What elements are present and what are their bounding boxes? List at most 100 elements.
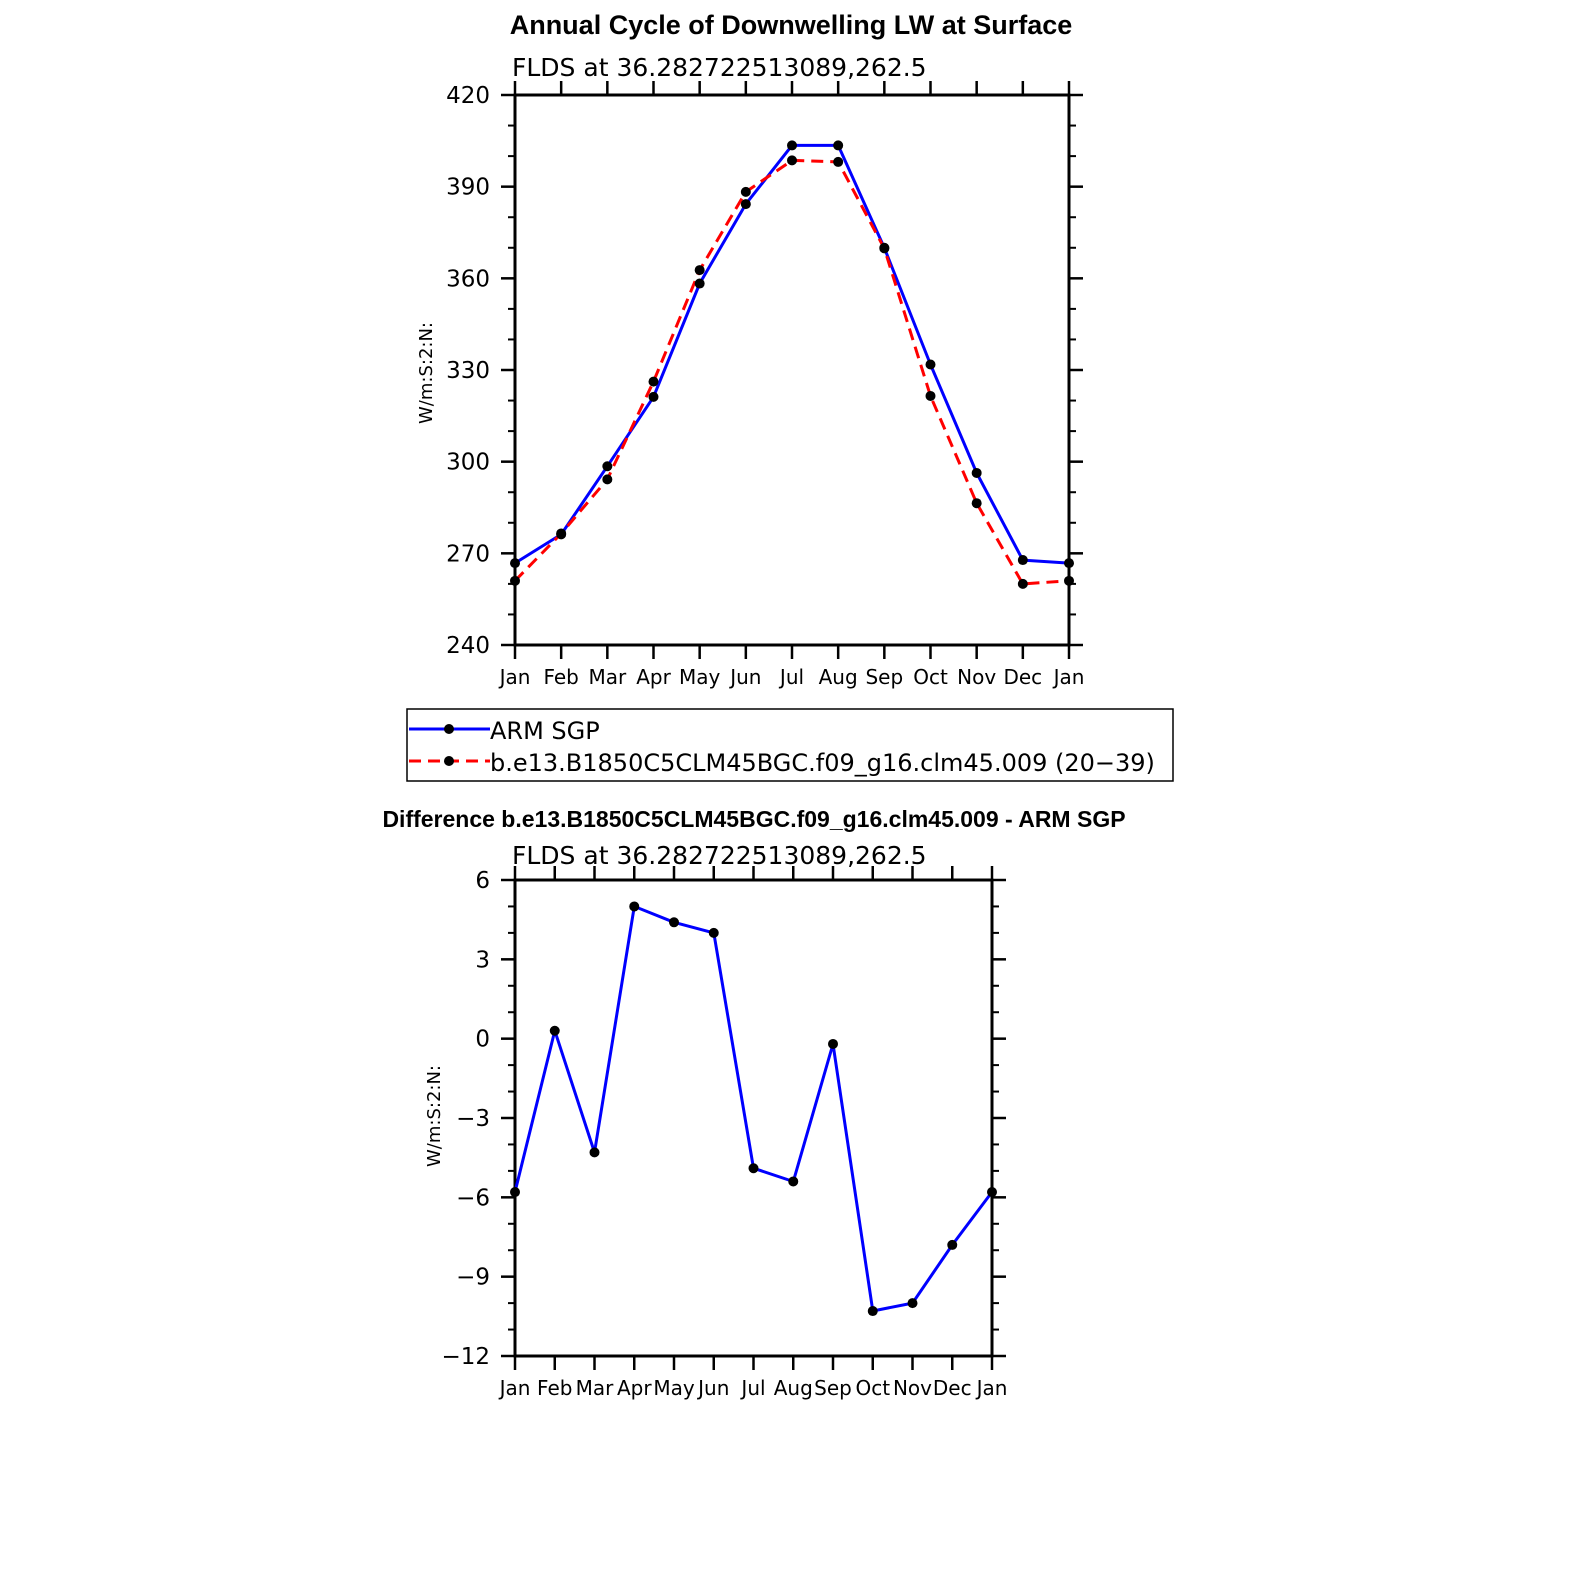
x-tick-label: Mar (576, 1376, 615, 1400)
data-point (828, 1038, 838, 1049)
x-tick-label: May (679, 665, 721, 689)
y-tick-label: −12 (441, 1344, 490, 1370)
y-tick-label: −3 (456, 1106, 490, 1132)
data-point (510, 558, 520, 569)
y-tick-label: 270 (446, 541, 490, 567)
y-tick-label: 3 (475, 947, 490, 973)
data-point (867, 1306, 878, 1317)
y-tick-label: 240 (446, 633, 490, 659)
data-point (602, 474, 613, 485)
chart-subtitle: FLDS at 36.282722513089,262.5 (512, 841, 927, 870)
y-axis-label: W/m:S:2:N: (416, 322, 437, 424)
data-point (907, 1298, 918, 1309)
x-tick-label: Jan (498, 1376, 531, 1400)
y-axis-label: W/m:S:2:N: (424, 1065, 445, 1167)
data-point (833, 140, 844, 151)
data-point (602, 461, 613, 472)
y-tick-label: −6 (456, 1185, 490, 1211)
x-tick-label: Jun (728, 665, 761, 689)
chart-subtitle: FLDS at 36.282722513089,262.5 (512, 53, 927, 82)
data-point (708, 927, 719, 938)
data-point (740, 199, 751, 210)
data-point (971, 467, 982, 478)
data-point (925, 359, 936, 370)
x-tick-label: Feb (543, 665, 578, 689)
x-tick-label: Feb (537, 1376, 572, 1400)
series-line-0 (514, 143, 1070, 565)
x-tick-label: Jan (1052, 665, 1085, 689)
legend-marker-arm-sgp (444, 724, 454, 734)
x-tick-label: Aug (774, 1376, 813, 1400)
y-tick-label: 390 (446, 175, 490, 201)
x-tick-label: Jan (498, 665, 531, 689)
series-points (510, 901, 997, 1317)
x-tick-label: Apr (617, 1376, 652, 1400)
legend-frame (406, 708, 1174, 782)
data-point (648, 376, 659, 387)
data-point (787, 155, 797, 166)
data-point (748, 1163, 759, 1174)
data-point (740, 186, 751, 197)
x-tick-labels: Jan Feb Mar Apr May Jun Jul Aug Sep Oct Nov Dec Jan (498, 1376, 1008, 1400)
data-point (694, 278, 705, 289)
x-tick-label: Jan (975, 1376, 1008, 1400)
plot-frame (513, 878, 994, 1358)
y-tick-labels: −12 −9 −6 −3 0 3 6 (441, 868, 490, 1370)
x-tick-label: Sep (865, 665, 903, 689)
annual-cycle-chart: Annual Cycle of Downwelling LW at Surfac… (416, 10, 1084, 689)
x-tick-label: Jul (778, 665, 804, 689)
plot-area (501, 81, 1083, 659)
data-point (947, 1239, 958, 1250)
data-point (510, 575, 520, 586)
data-point (589, 1147, 600, 1158)
legend-marker-model (444, 756, 454, 766)
series-points (510, 140, 1074, 589)
x-tick-label: Sep (814, 1376, 852, 1400)
data-point (833, 156, 844, 167)
chart-title: Annual Cycle of Downwelling LW at Surfac… (510, 10, 1073, 40)
data-point (925, 390, 936, 401)
x-tick-label: Jul (739, 1376, 765, 1400)
y-tick-label: 300 (446, 450, 490, 476)
y-tick-label: 6 (475, 868, 490, 894)
y-tick-label: 330 (446, 358, 490, 384)
series-lines (513, 143, 1070, 586)
series-line-0 (513, 904, 994, 1313)
data-point (629, 901, 640, 912)
data-point (1064, 575, 1074, 586)
data-point (669, 917, 679, 928)
x-tick-label: Mar (588, 665, 627, 689)
chart-title: Difference b.e13.B1850C5CLM45BGC.f09_g16… (382, 806, 1125, 832)
x-tick-label: Nov (893, 1376, 932, 1400)
x-tick-label: Oct (855, 1376, 890, 1400)
data-point (1064, 558, 1074, 569)
legend: ARM SGP b.e13.B1850C5CLM45BGC.f09_g16.cl… (406, 708, 1174, 782)
data-point (788, 1176, 799, 1187)
x-tick-label: Aug (819, 665, 858, 689)
data-point (987, 1187, 997, 1198)
y-tick-label: −9 (456, 1265, 490, 1291)
x-tick-label: Apr (636, 665, 671, 689)
data-point (549, 1025, 560, 1036)
x-tick-label: Nov (957, 665, 996, 689)
data-point (510, 1187, 520, 1198)
data-point (787, 140, 797, 151)
data-point (694, 265, 705, 276)
x-tick-labels: Jan Feb Mar Apr May Jun Jul Aug Sep Oct Nov Dec Jan (498, 665, 1085, 689)
plot-frame (513, 93, 1071, 647)
y-tick-label: 360 (446, 266, 490, 292)
legend-entry-model: b.e13.B1850C5CLM45BGC.f09_g16.clm45.009 … (490, 749, 1155, 777)
y-tick-label: 420 (446, 83, 490, 109)
legend-entry-arm-sgp: ARM SGP (490, 717, 600, 745)
data-point (556, 528, 567, 539)
difference-chart: Difference b.e13.B1850C5CLM45BGC.f09_g16… (382, 806, 1125, 1400)
series-lines (513, 904, 994, 1313)
data-point (648, 391, 659, 402)
x-tick-label: Dec (933, 1376, 972, 1400)
y-tick-label: 0 (475, 1027, 490, 1053)
data-point (879, 243, 890, 254)
x-tick-label: Dec (1003, 665, 1042, 689)
x-tick-label: Jun (696, 1376, 729, 1400)
x-tick-label: Oct (913, 665, 948, 689)
